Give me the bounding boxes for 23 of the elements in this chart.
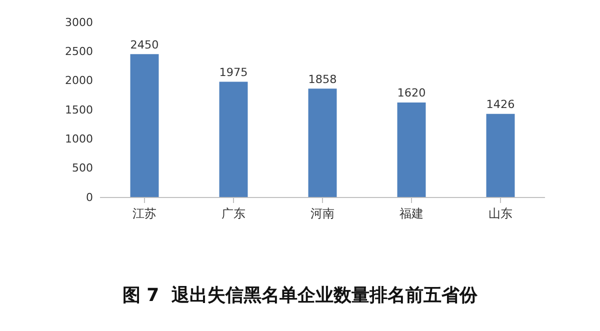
y-tick-label: 1000 xyxy=(65,132,93,146)
data-label: 1858 xyxy=(308,72,337,86)
x-tick-label: 福建 xyxy=(400,206,424,220)
bar xyxy=(219,82,248,197)
x-tick-label: 山东 xyxy=(488,206,512,220)
y-tick-label: 500 xyxy=(72,162,93,175)
x-tick-label: 河南 xyxy=(310,206,334,220)
y-tick-label: 0 xyxy=(86,190,93,204)
data-label: 1620 xyxy=(397,86,426,100)
x-tick-label: 江苏 xyxy=(132,206,156,220)
text: 图 7 退出失信黑名单企业数量排名前五省份 xyxy=(122,284,479,306)
y-tick-label: 2000 xyxy=(65,74,93,88)
y-tick-label: 1500 xyxy=(65,103,93,116)
y-tick-label: 3000 xyxy=(65,16,93,29)
x-tick-label: 广东 xyxy=(222,206,246,220)
data-label: 2450 xyxy=(130,38,159,52)
data-label: 1975 xyxy=(219,66,248,79)
bar xyxy=(486,114,515,197)
bar xyxy=(308,88,337,197)
bar xyxy=(397,102,426,197)
bar xyxy=(130,54,159,197)
y-tick-label: 2500 xyxy=(65,45,93,58)
data-label: 1426 xyxy=(486,98,515,112)
